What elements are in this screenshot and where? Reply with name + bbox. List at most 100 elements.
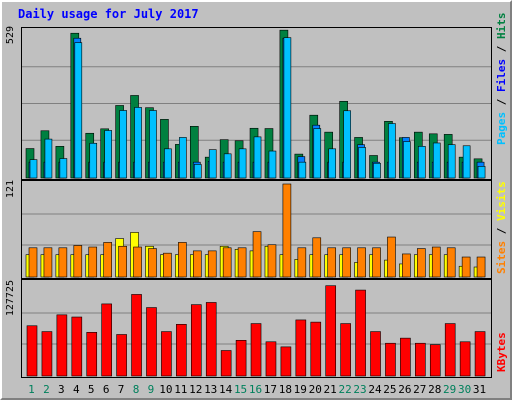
kbytes-bar	[429, 344, 441, 377]
pages-bar	[283, 37, 292, 179]
kbytes-bar	[265, 341, 277, 377]
sites-bar	[178, 242, 187, 278]
sites-bar	[387, 236, 396, 278]
pages-bar	[223, 153, 232, 179]
pages-bar	[477, 166, 486, 179]
kbytes-bar	[205, 302, 217, 377]
kbytes-bar	[325, 285, 337, 377]
day-label: 20	[309, 383, 322, 396]
pages-bar	[388, 123, 396, 179]
day-label: 31	[473, 383, 486, 396]
sites-bar	[461, 256, 471, 278]
kbytes-bar	[190, 304, 202, 377]
sites-bar	[207, 250, 217, 278]
sites-bar	[252, 231, 262, 278]
kbytes-bar	[280, 346, 292, 377]
day-label: 26	[398, 383, 411, 396]
chart-title: Daily usage for July 2017	[18, 7, 199, 21]
pages-bar	[29, 159, 38, 179]
kbytes-bar	[385, 342, 396, 377]
kbytes-bar	[146, 307, 157, 377]
kbytes-bar	[116, 334, 127, 377]
day-label: 18	[279, 383, 292, 396]
pages-bar	[44, 138, 53, 179]
sites-bar	[372, 247, 381, 278]
pages-bar	[462, 145, 471, 179]
pages-bar	[74, 42, 83, 179]
kbytes-bar	[310, 321, 322, 377]
day-label: 9	[148, 383, 155, 396]
sites-bar	[43, 247, 53, 278]
kbytes-bar	[176, 324, 187, 377]
sites-bar	[103, 242, 112, 278]
sites-bar	[237, 247, 247, 278]
day-label: 10	[159, 383, 172, 396]
sites-bar	[312, 237, 322, 278]
day-label: 6	[103, 383, 110, 396]
day-label: 5	[88, 383, 95, 396]
day-label: 29	[443, 383, 456, 396]
sites-bar	[58, 247, 68, 278]
day-label: 1	[28, 383, 35, 396]
pages-bar	[358, 147, 366, 179]
day-label: 14	[219, 383, 233, 396]
day-label: 4	[73, 383, 80, 396]
day-label: 17	[264, 383, 277, 396]
pages-bar	[313, 128, 322, 179]
day-label: 12	[189, 383, 202, 396]
pages-bar	[149, 110, 157, 179]
sites-bar	[88, 246, 98, 278]
pages-bar	[373, 162, 381, 179]
pages-bar	[89, 142, 98, 179]
pages-bar	[432, 142, 441, 179]
kbytes-bar	[355, 289, 366, 377]
top-panel	[21, 27, 492, 180]
sites-bar	[192, 250, 202, 278]
kbytes-bar	[235, 340, 247, 377]
top-panel-chart	[22, 29, 491, 179]
kbytes-bar	[71, 316, 83, 377]
sites-bar	[417, 248, 426, 278]
pages-bar	[253, 136, 262, 179]
kbytes-bar	[415, 342, 426, 377]
kbytes-bar	[400, 337, 411, 377]
kbytes-bar	[250, 323, 262, 377]
kbytes-bar	[161, 331, 172, 377]
pages-bar	[418, 146, 426, 179]
sites-bar	[28, 247, 38, 278]
day-label: 2	[43, 383, 50, 396]
kbytes-bar	[474, 331, 486, 377]
sites-bar	[163, 252, 172, 278]
pages-bar	[343, 110, 351, 179]
sites-bar	[133, 246, 142, 278]
day-label: 11	[174, 383, 187, 396]
pages-bar	[238, 148, 247, 179]
day-label: 24	[368, 383, 382, 396]
day-label: 30	[458, 383, 471, 396]
bottom-panel	[21, 279, 492, 378]
sites-bar	[267, 244, 277, 278]
pages-bar	[179, 137, 187, 179]
sites-bar	[73, 245, 83, 278]
day-label: 22	[338, 383, 351, 396]
sites-bar	[342, 247, 351, 278]
pages-bar	[403, 141, 411, 179]
sites-bar	[148, 248, 157, 278]
day-label: 3	[58, 383, 65, 396]
pages-bar	[59, 158, 68, 179]
kbytes-bar	[220, 350, 232, 377]
sites-bar	[327, 247, 337, 278]
kbytes-bar	[86, 332, 98, 377]
day-label: 15	[234, 383, 247, 396]
sites-bar	[222, 247, 232, 278]
pages-bar	[447, 144, 456, 179]
middle-panel	[21, 180, 492, 279]
day-label: 27	[413, 383, 426, 396]
day-label: 21	[324, 383, 337, 396]
sites-bar	[118, 245, 127, 278]
pages-bar	[298, 161, 307, 179]
kbytes-bar	[26, 325, 38, 377]
bottom-panel-chart	[22, 285, 491, 377]
kbytes-bar	[295, 319, 307, 377]
day-label: 13	[204, 383, 217, 396]
